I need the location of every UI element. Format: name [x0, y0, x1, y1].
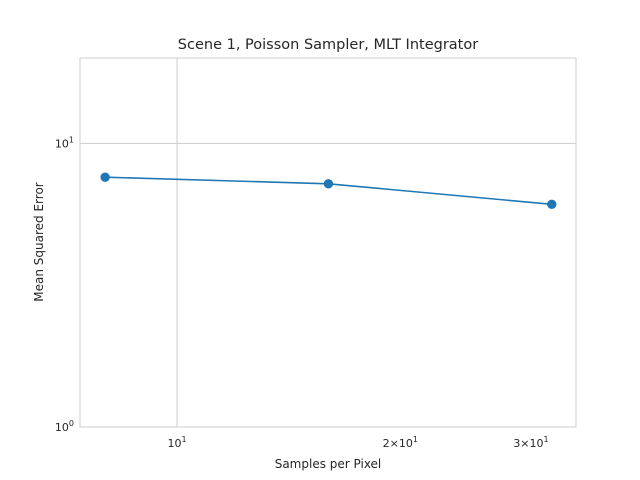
- chart-title: Scene 1, Poisson Sampler, MLT Integrator: [178, 37, 478, 53]
- data-point: [323, 179, 334, 189]
- x-tick-label: 101: [167, 435, 186, 450]
- plot-area-frame: [79, 57, 577, 428]
- data-point: [100, 172, 110, 182]
- data-point: [547, 199, 557, 209]
- x-axis-label: Samples per Pixel: [275, 457, 382, 471]
- y-tick-label: 100: [55, 419, 74, 434]
- y-tick-label: 101: [55, 135, 74, 150]
- x-tick-label: 3×101: [513, 435, 548, 450]
- x-tick-label: 2×101: [383, 435, 418, 450]
- tick-labels: 101 2×101 3×101 100 101: [55, 135, 549, 450]
- series-layer: [100, 172, 557, 209]
- y-axis-label: Mean Squared Error: [32, 182, 46, 302]
